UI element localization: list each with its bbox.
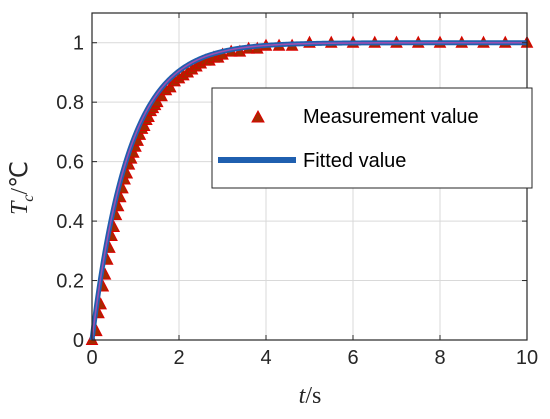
plot-series [85,35,534,345]
fitted-line-highlight [91,41,527,341]
x-tick-label: 6 [347,347,358,369]
svg-text:t/s: t/s [299,383,322,409]
fitted-line [89,40,529,341]
y-axis-label: Tc/℃ [7,161,37,215]
y-tick-label: 0.4 [56,211,84,233]
legend-fitted-label: Fitted value [303,150,406,172]
y-tick-label: 0 [73,330,84,352]
x-axis-var: t [299,383,307,409]
x-tick-label: 2 [173,347,184,369]
x-axis-unit: /s [305,383,321,409]
x-tick-label: 10 [516,347,538,369]
x-tick-label: 8 [434,347,445,369]
legend-box [211,87,533,189]
y-axis-var: T [7,200,33,215]
y-tick-label: 0.6 [56,152,84,174]
legend: Measurement value Fitted value [211,87,533,189]
axis-ticks: 0 2 4 6 8 10 0 0.2 0.4 0.6 0.8 1 [56,13,538,369]
x-tick-label: 4 [260,347,271,369]
x-axis-label: t/s [299,383,322,409]
y-tick-label: 0.2 [56,271,84,293]
legend-measurement-marker [251,109,265,123]
measurement-point [163,80,177,93]
y-axis-subscript: c [20,195,37,202]
legend-measurement-label: Measurement value [303,106,479,128]
y-tick-label: 0.8 [56,92,84,114]
svg-text:Tc/℃: Tc/℃ [7,161,37,215]
y-axis-unit: /℃ [7,161,33,195]
y-tick-label: 1 [73,33,84,55]
x-tick-label: 0 [86,347,97,369]
